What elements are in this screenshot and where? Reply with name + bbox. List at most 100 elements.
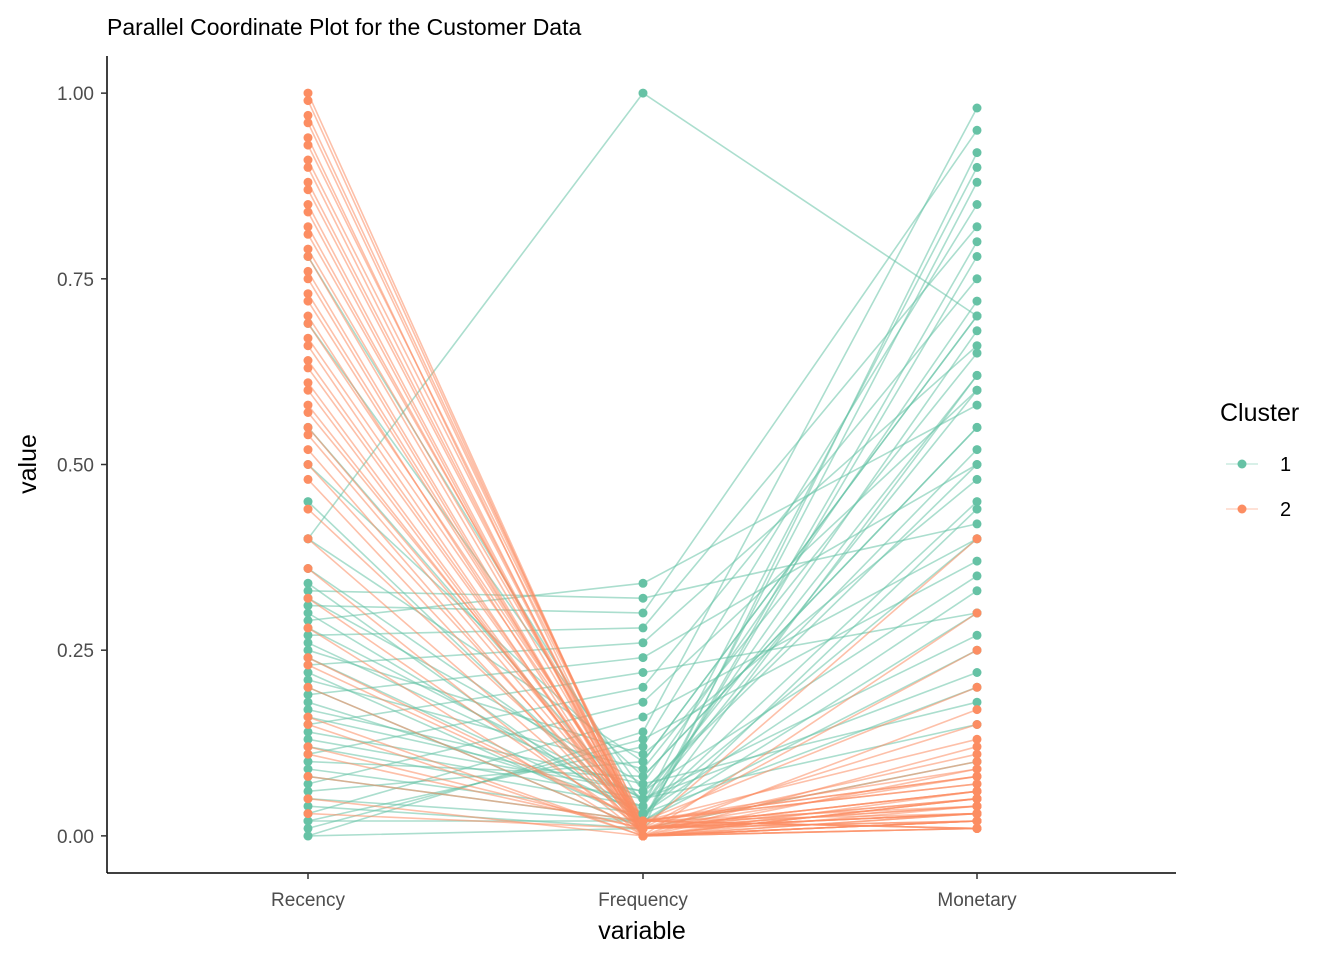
cluster-2-point <box>303 430 313 440</box>
cluster-1-point <box>303 779 313 789</box>
cluster-2-point <box>303 133 313 143</box>
cluster-2-point <box>972 749 982 759</box>
y-tick-label: 0.00 <box>57 827 94 848</box>
legend-title: Cluster <box>1220 399 1299 427</box>
cluster-1-point <box>303 705 313 715</box>
cluster-2-point <box>972 794 982 804</box>
cluster-1-point <box>638 593 648 603</box>
cluster-2-point <box>303 682 313 692</box>
cluster-2-point <box>303 200 313 209</box>
cluster-1-point <box>303 630 313 640</box>
y-tick-label: 0.50 <box>57 456 94 477</box>
cluster-1-point <box>303 668 313 677</box>
cluster-1-point <box>972 586 982 596</box>
y-axis-title: value <box>14 434 42 494</box>
cluster-2-point <box>303 593 313 603</box>
cluster-1-point <box>638 786 648 796</box>
cluster-1-point <box>303 831 313 841</box>
cluster-1-point <box>638 771 648 781</box>
cluster-1-point <box>303 727 313 737</box>
cluster-1-point <box>303 638 313 648</box>
cluster-2-point <box>303 623 313 633</box>
cluster-2-point <box>303 229 313 239</box>
cluster-1-point <box>972 556 982 566</box>
cluster-2-point <box>303 96 313 106</box>
cluster-1-point <box>972 311 982 321</box>
cluster-2-point <box>303 712 313 722</box>
cluster-1-point <box>972 341 982 351</box>
cluster-2-point <box>303 222 313 232</box>
cluster-1-point <box>303 675 313 685</box>
cluster-1-point <box>303 734 313 744</box>
cluster-1-point <box>303 786 313 796</box>
x-tick-label: Frequency <box>598 890 688 911</box>
series-lines <box>307 92 978 837</box>
cluster-2-point <box>303 162 313 172</box>
cluster-2-point <box>303 422 313 432</box>
cluster-2-point <box>303 333 313 343</box>
cluster-2-point <box>638 823 648 833</box>
cluster-1-point <box>638 608 648 618</box>
cluster-2-point <box>303 155 313 165</box>
cluster-2-point <box>972 757 982 767</box>
cluster-2-point <box>972 809 982 819</box>
cluster-1-point <box>638 668 648 677</box>
cluster-1-point <box>638 734 648 744</box>
cluster-2-point <box>972 764 982 774</box>
y-tick-label: 1.00 <box>57 84 94 105</box>
cluster-2-line <box>307 159 978 822</box>
cluster-1-point <box>638 623 648 633</box>
cluster-2-point <box>638 831 648 841</box>
cluster-2-point <box>303 252 313 261</box>
cluster-2-point <box>303 118 313 128</box>
cluster-1-point <box>972 668 982 677</box>
cluster-2-point <box>303 660 313 670</box>
cluster-1-point <box>638 638 648 648</box>
cluster-2-point <box>303 177 313 187</box>
cluster-1-point <box>972 237 982 247</box>
cluster-1-point <box>303 586 313 596</box>
y-tick-label: 0.25 <box>57 641 94 662</box>
cluster-1-point <box>638 742 648 752</box>
cluster-1-point <box>972 348 982 358</box>
cluster-2-point <box>303 244 313 254</box>
cluster-2-point <box>303 266 313 276</box>
cluster-1-point <box>303 601 313 611</box>
cluster-1-point <box>638 749 648 759</box>
cluster-1-point <box>303 616 313 625</box>
cluster-1-point <box>303 608 313 618</box>
cluster-2-point <box>303 341 313 351</box>
cluster-2-line <box>307 122 978 830</box>
cluster-2-point <box>303 742 313 752</box>
cluster-2-point <box>303 207 313 217</box>
cluster-1-point <box>972 274 982 284</box>
cluster-1-point <box>972 177 982 187</box>
cluster-1-point <box>638 757 648 767</box>
legend-label: 2 <box>1280 499 1291 521</box>
cluster-1-point <box>638 809 648 819</box>
cluster-1-line <box>307 315 978 763</box>
cluster-2-point <box>972 786 982 796</box>
cluster-1-point <box>972 296 982 306</box>
x-axis-ticks: Recency Frequency Monetary <box>271 873 1017 911</box>
cluster-2-point <box>972 742 982 752</box>
legend-item-2: 2 <box>1226 499 1291 521</box>
cluster-2-point <box>303 749 313 759</box>
cluster-1-point <box>972 148 982 158</box>
cluster-1-point <box>972 497 982 507</box>
cluster-1-point <box>303 645 313 655</box>
cluster-2-point <box>972 682 982 692</box>
cluster-1-point <box>303 697 313 707</box>
cluster-1-point <box>638 697 648 707</box>
cluster-2-point <box>972 608 982 618</box>
cluster-2-point <box>303 296 313 306</box>
cluster-1-point <box>303 690 313 700</box>
cluster-1-point <box>303 823 313 833</box>
cluster-2-point <box>972 801 982 811</box>
legend-key-dot <box>1237 504 1247 514</box>
cluster-2-point <box>303 110 313 120</box>
x-axis-title: variable <box>598 917 686 945</box>
cluster-2-point <box>303 408 313 417</box>
cluster-1-point <box>972 474 982 484</box>
